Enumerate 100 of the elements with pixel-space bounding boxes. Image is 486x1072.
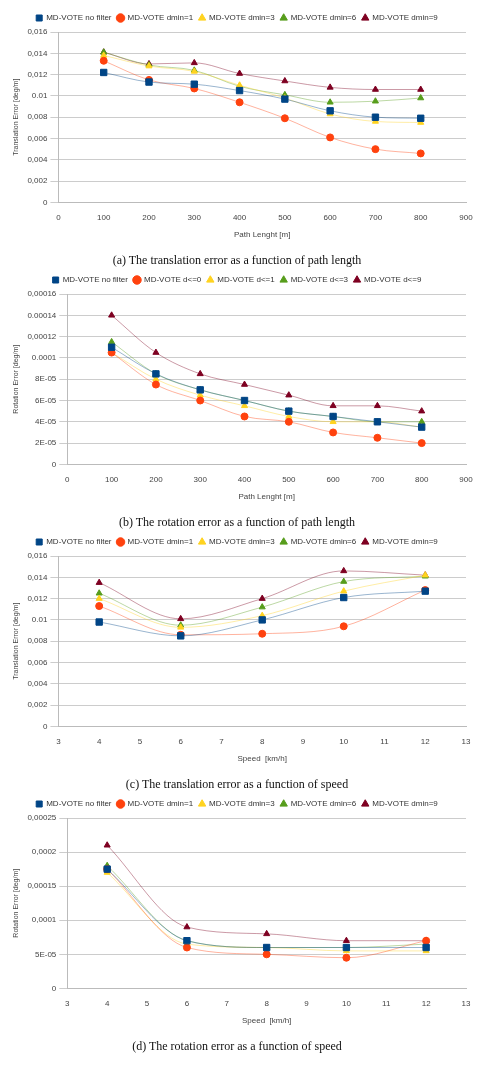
x-tick-label: 10 [339, 737, 349, 747]
x-tick-label: 100 [97, 213, 111, 223]
x-tick-label: 4 [96, 737, 102, 747]
legend-label: MD-VOTE no filter [46, 799, 112, 809]
text: (b) The rotation error as a function of path length [118, 514, 356, 529]
x-axis-title: Speed [km/h] [241, 1016, 292, 1025]
x-tick-label: 900 [459, 213, 474, 223]
x-axis-title: Path Lenght [m] [233, 230, 291, 239]
legend-label: MD-VOTE dmin=3 [209, 13, 276, 23]
y-tick-label: 5E-05 [34, 949, 57, 959]
y-tick-label: 6E-05 [34, 395, 57, 405]
x-tick-label: 300 [187, 213, 202, 223]
y-tick-label: 0,012 [27, 69, 48, 79]
y-tick-label: 0 [42, 197, 48, 207]
x-tick-label: 300 [193, 475, 208, 485]
legend-label: MD-VOTE no filter [46, 537, 112, 547]
x-tick-label: 8 [264, 999, 270, 1009]
x-tick-label: 700 [370, 475, 385, 485]
x-tick-label: 11 [380, 737, 390, 747]
x-tick-label: 700 [368, 213, 383, 223]
x-tick-label: 11 [382, 999, 391, 1009]
y-tick-label: 0.00014 [27, 310, 57, 320]
y-tick-label: 0,00015 [27, 881, 57, 891]
y-tick-label: 0,00012 [27, 331, 57, 341]
x-tick-label: 500 [278, 213, 293, 223]
y-tick-label: 4E-05 [34, 417, 57, 426]
x-tick-label: 200 [149, 475, 164, 485]
y-tick-label: 0,00025 [27, 813, 57, 823]
legend-label: MD-VOTE d<=9 [364, 275, 422, 285]
legend-label: MD-VOTE d<=3 [290, 275, 349, 285]
y-tick-label: 0 [51, 983, 57, 993]
legend-label: MD-VOTE no filter [46, 13, 112, 23]
x-tick-label: 4 [104, 999, 110, 1009]
y-tick-label: 0,0001 [31, 915, 57, 925]
x-tick-label: 12 [420, 737, 431, 747]
x-tick-label: 0 [65, 475, 71, 485]
legend-label: MD-VOTE dmin=3 [209, 799, 276, 809]
legend-label: MD-VOTE dmin=6 [290, 799, 357, 809]
legend-label: MD-VOTE dmin=6 [290, 13, 357, 23]
legend-label: MD-VOTE dmin=1 [127, 799, 194, 809]
y-tick-label: 0,014 [27, 48, 48, 58]
y-tick-label: 0.01 [31, 615, 48, 625]
x-tick-label: 900 [459, 475, 474, 485]
y-tick-label: 0,0002 [31, 847, 57, 857]
x-tick-label: 3 [65, 999, 71, 1009]
y-tick-label: 0 [42, 721, 48, 731]
y-tick-label: 0,006 [27, 133, 48, 143]
y-tick-label: 0,008 [27, 636, 48, 646]
y-tick-label: 0,016 [27, 551, 48, 561]
legend-label: MD-VOTE dmin=9 [372, 799, 439, 809]
text: (d) The rotation error as a function of speed [132, 1038, 342, 1053]
x-tick-label: 500 [282, 475, 297, 485]
x-tick-label: 7 [224, 999, 230, 1009]
x-tick-label: 800 [415, 475, 429, 485]
legend-label: MD-VOTE dmin=9 [372, 537, 439, 547]
x-tick-label: 400 [237, 475, 252, 485]
y-tick-label: 0,004 [27, 679, 48, 688]
x-tick-label: 3 [56, 737, 62, 747]
y-tick-label: 0,008 [27, 112, 48, 122]
y-tick-label: 0,006 [27, 657, 48, 667]
x-axis-title: Path Lenght [m] [238, 492, 295, 501]
y-tick-label: 8E-05 [34, 374, 57, 384]
y-tick-label: 0 [51, 459, 57, 469]
y-tick-label: 0,002 [27, 176, 48, 186]
y-tick-label: 0,002 [27, 700, 48, 710]
x-tick-label: 13 [461, 999, 471, 1009]
x-tick-label: 6 [184, 999, 190, 1009]
x-tick-label: 8 [259, 737, 265, 747]
y-tick-label: 0.0001 [31, 353, 57, 363]
x-tick-label: 600 [326, 475, 341, 485]
x-tick-label: 5 [137, 737, 143, 747]
x-tick-label: 600 [323, 213, 338, 223]
legend-label: MD-VOTE no filter [62, 275, 129, 285]
x-tick-label: 6 [178, 737, 184, 747]
legend-label: MD-VOTE d<=0 [143, 275, 202, 285]
x-tick-label: 9 [300, 737, 306, 747]
x-tick-label: 13 [461, 737, 471, 747]
x-tick-label: 5 [144, 999, 150, 1009]
x-tick-label: 400 [232, 213, 247, 223]
x-tick-label: 100 [104, 475, 119, 485]
x-tick-label: 200 [142, 213, 157, 223]
legend-label: MD-VOTE dmin=1 [127, 13, 194, 23]
x-axis-title: Speed [km/h] [237, 754, 287, 763]
legend-label: MD-VOTE dmin=3 [209, 537, 276, 547]
legend-label: MD-VOTE dmin=9 [372, 13, 439, 23]
y-tick-label: 2E-05 [34, 438, 57, 448]
x-tick-label: 10 [341, 999, 352, 1009]
y-tick-label: 0,014 [27, 572, 48, 582]
y-tick-label: 0,004 [27, 155, 48, 164]
y-tick-label: 0,016 [27, 27, 48, 37]
legend-label: MD-VOTE dmin=1 [127, 537, 194, 547]
text: (a) The translation error as a function of path length [112, 252, 362, 267]
text: (c) The translation error as a function of speed [125, 776, 349, 791]
y-tick-label: 0,012 [27, 593, 48, 603]
y-tick-label: 0,00016 [27, 289, 57, 299]
y-tick-label: 0.01 [31, 91, 48, 101]
x-tick-label: 7 [219, 737, 225, 747]
x-tick-label: 9 [304, 999, 310, 1009]
x-tick-label: 800 [414, 213, 428, 223]
x-tick-label: 12 [421, 999, 432, 1009]
